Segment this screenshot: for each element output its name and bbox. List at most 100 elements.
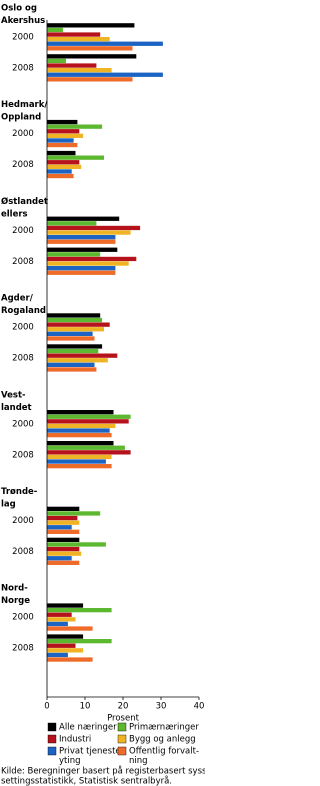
bar xyxy=(47,266,116,271)
bar xyxy=(47,173,74,179)
bar xyxy=(47,657,93,662)
category-label: 2008 xyxy=(12,547,34,557)
bar xyxy=(47,454,112,460)
chart: Oslo og Akershus 2000 2008 Hedmark/Oppland 20… xyxy=(1,4,205,786)
bar xyxy=(47,608,112,613)
bar xyxy=(47,23,135,28)
bar xyxy=(47,37,110,42)
category-label: 2008 xyxy=(12,160,34,170)
bar xyxy=(47,520,80,525)
bar xyxy=(47,537,80,542)
x-tick-label: 0 xyxy=(44,702,49,712)
bar xyxy=(47,164,82,169)
bar xyxy=(47,58,66,64)
group-label: Østlandet xyxy=(1,196,48,207)
group-label: Trønde- xyxy=(1,487,38,497)
bar xyxy=(47,414,131,419)
bar xyxy=(47,235,116,240)
bar xyxy=(47,652,68,658)
bar xyxy=(47,336,95,341)
category-label: 2008 xyxy=(12,644,34,654)
bar xyxy=(47,626,93,631)
bar xyxy=(47,344,103,349)
bar xyxy=(47,230,131,235)
bar xyxy=(47,270,116,275)
x-axis-label: Prosent xyxy=(107,714,140,724)
bar xyxy=(47,464,112,469)
legend-label: Offentlig forvalt- xyxy=(129,747,199,757)
bar xyxy=(47,119,78,125)
bar xyxy=(47,256,137,262)
bar xyxy=(47,252,101,257)
bar xyxy=(47,322,110,327)
bar xyxy=(47,27,63,33)
legend-swatch xyxy=(117,746,127,756)
category-label: 2000 xyxy=(12,419,34,429)
bar xyxy=(47,621,68,627)
bar xyxy=(47,32,101,37)
bar xyxy=(47,634,84,639)
bar xyxy=(47,648,84,653)
bar xyxy=(47,525,72,530)
bar xyxy=(47,150,76,156)
bar xyxy=(47,529,80,534)
bar xyxy=(47,129,80,134)
bar xyxy=(47,331,93,336)
bar xyxy=(47,41,163,46)
bar xyxy=(47,546,80,552)
bar xyxy=(47,348,99,354)
bar xyxy=(47,556,72,561)
bar xyxy=(47,450,131,455)
bar xyxy=(47,160,80,165)
x-tick-label: 10 xyxy=(80,702,91,712)
legend-swatch xyxy=(47,734,57,744)
x-tick-label: 30 xyxy=(156,702,167,712)
bar xyxy=(47,353,118,358)
bar xyxy=(47,362,95,367)
bar xyxy=(47,261,129,266)
legend-swatch xyxy=(117,722,127,732)
legend-label: Bygg og anlegg xyxy=(129,735,196,745)
group-label: ellers xyxy=(1,209,28,219)
bar xyxy=(47,77,133,82)
source: settingsstatistikk, Statistisk sentralby… xyxy=(1,776,172,786)
bar xyxy=(47,511,101,516)
legend-swatch xyxy=(117,734,127,744)
bar xyxy=(47,612,72,617)
bar xyxy=(47,225,141,231)
category-label: 2000 xyxy=(12,129,34,139)
category-label: 2008 xyxy=(12,450,34,460)
bar xyxy=(47,221,97,226)
category-label: 2008 xyxy=(12,64,34,74)
legend-label: Industri xyxy=(59,735,91,745)
bar xyxy=(47,133,84,138)
group-label: Vest- xyxy=(1,390,26,400)
group-label: Akershus xyxy=(1,16,45,26)
bar xyxy=(47,542,106,547)
category-label: 2000 xyxy=(12,516,34,526)
x-tick-label: 20 xyxy=(118,702,129,712)
category-label: 2000 xyxy=(12,226,34,236)
bar xyxy=(47,441,114,446)
legend-swatch xyxy=(47,746,57,756)
bar xyxy=(47,169,72,174)
bar xyxy=(47,445,125,450)
bar xyxy=(47,138,74,143)
legend-label: Alle næringer xyxy=(59,723,117,733)
group-label: Hedmark/ xyxy=(1,100,48,110)
legend-label: yting xyxy=(59,756,81,766)
category-label: 2000 xyxy=(12,33,34,43)
bar xyxy=(47,603,84,608)
bar xyxy=(47,428,110,433)
group-label: Agder/ xyxy=(1,294,34,304)
bar xyxy=(47,643,76,648)
bar xyxy=(47,506,80,511)
bar xyxy=(47,560,80,565)
legend-label: Privat tjeneste- xyxy=(59,747,124,757)
x-tick-label: 40 xyxy=(194,702,205,712)
bar xyxy=(47,551,82,556)
category-label: 2000 xyxy=(12,323,34,333)
group-label: Nord- xyxy=(1,584,28,594)
bar xyxy=(47,410,114,415)
bar xyxy=(47,358,108,363)
